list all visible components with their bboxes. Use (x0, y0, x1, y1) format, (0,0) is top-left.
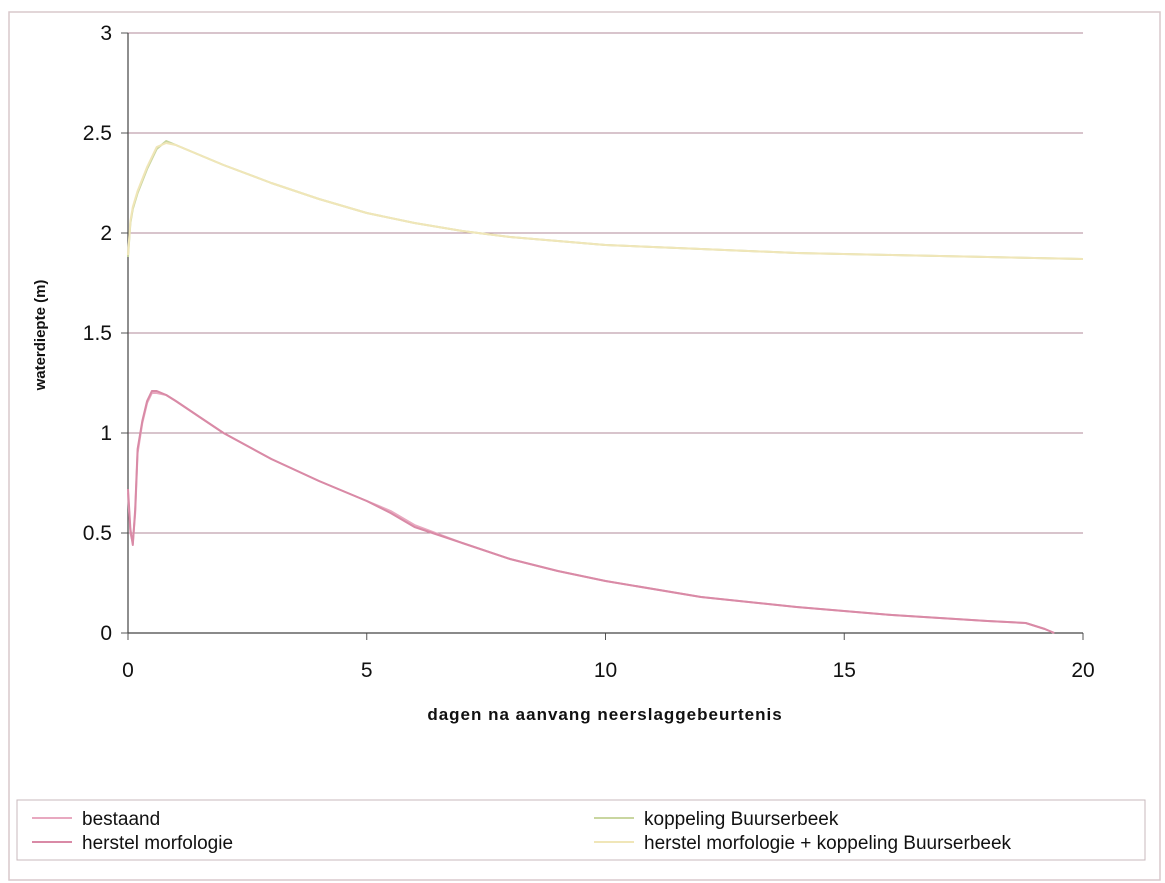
series-lines (127, 140, 1084, 634)
y-tick-label-3: 1.5 (83, 322, 112, 345)
y-tick-label-0: 0 (100, 622, 112, 645)
chart-frame (8, 11, 1161, 881)
y-axis-title: waterdiepte (m) (32, 280, 49, 392)
x-tick-label-0: 0 (122, 659, 134, 682)
y-tick-label-2: 1 (100, 422, 112, 445)
legend: bestaand herstel morfologie koppeling Buur… (32, 809, 1012, 854)
legend-box (16, 799, 1146, 861)
x-axis-title: dagen na aanvang neerslaggebeurtenis (427, 705, 782, 724)
tick-labels: 0 0.5 1 1.5 2 2.5 3 0 5 10 15 20 (83, 22, 1095, 682)
x-tick-label-3: 15 (833, 659, 856, 682)
legend-label-0: bestaand (82, 809, 160, 830)
series-line-3 (127, 142, 1084, 260)
legend-label-3: herstel morfologie + koppeling Buurserbe… (644, 833, 1012, 854)
axes (121, 32, 1084, 640)
y-tick-label-5: 2.5 (83, 122, 112, 145)
series-line-1 (127, 390, 1055, 634)
x-tick-label-1: 5 (361, 659, 373, 682)
y-tick-label-1: 0.5 (83, 522, 112, 545)
legend-label-2: koppeling Buurserbeek (644, 809, 839, 830)
y-tick-label-6: 3 (100, 22, 112, 45)
x-tick-label-2: 10 (594, 659, 617, 682)
y-tick-label-4: 2 (100, 222, 112, 245)
gridlines (128, 32, 1083, 534)
legend-label-1: herstel morfologie (82, 833, 233, 854)
x-tick-label-4: 20 (1071, 659, 1094, 682)
